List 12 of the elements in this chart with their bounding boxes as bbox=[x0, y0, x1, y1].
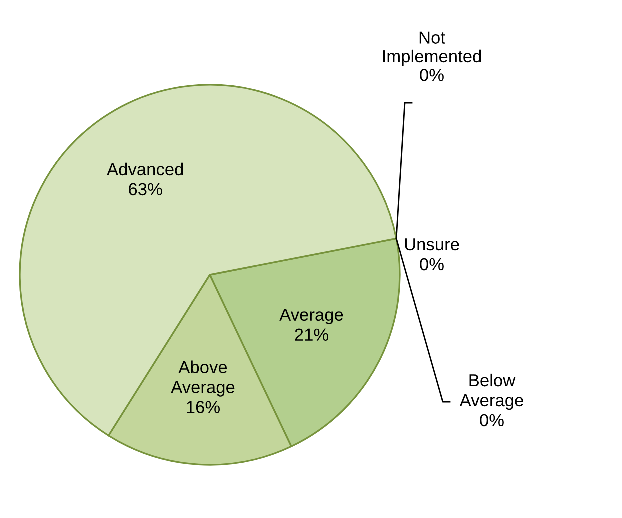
category-label: Not Implemented bbox=[383, 32, 482, 66]
data-label: 21% bbox=[295, 328, 329, 341]
text: 0% bbox=[480, 414, 504, 427]
category-label: Unsure bbox=[405, 238, 460, 251]
slice-label: Advanced bbox=[107, 162, 184, 176]
text: 0% bbox=[420, 258, 444, 271]
slice-label: Average bbox=[280, 308, 344, 325]
category-label: Below Average bbox=[460, 374, 524, 410]
data-label: 63% bbox=[129, 183, 162, 196]
data-label: 16% bbox=[187, 401, 220, 414]
slice-label: Above Average bbox=[171, 360, 235, 397]
text: 0% bbox=[420, 69, 444, 82]
